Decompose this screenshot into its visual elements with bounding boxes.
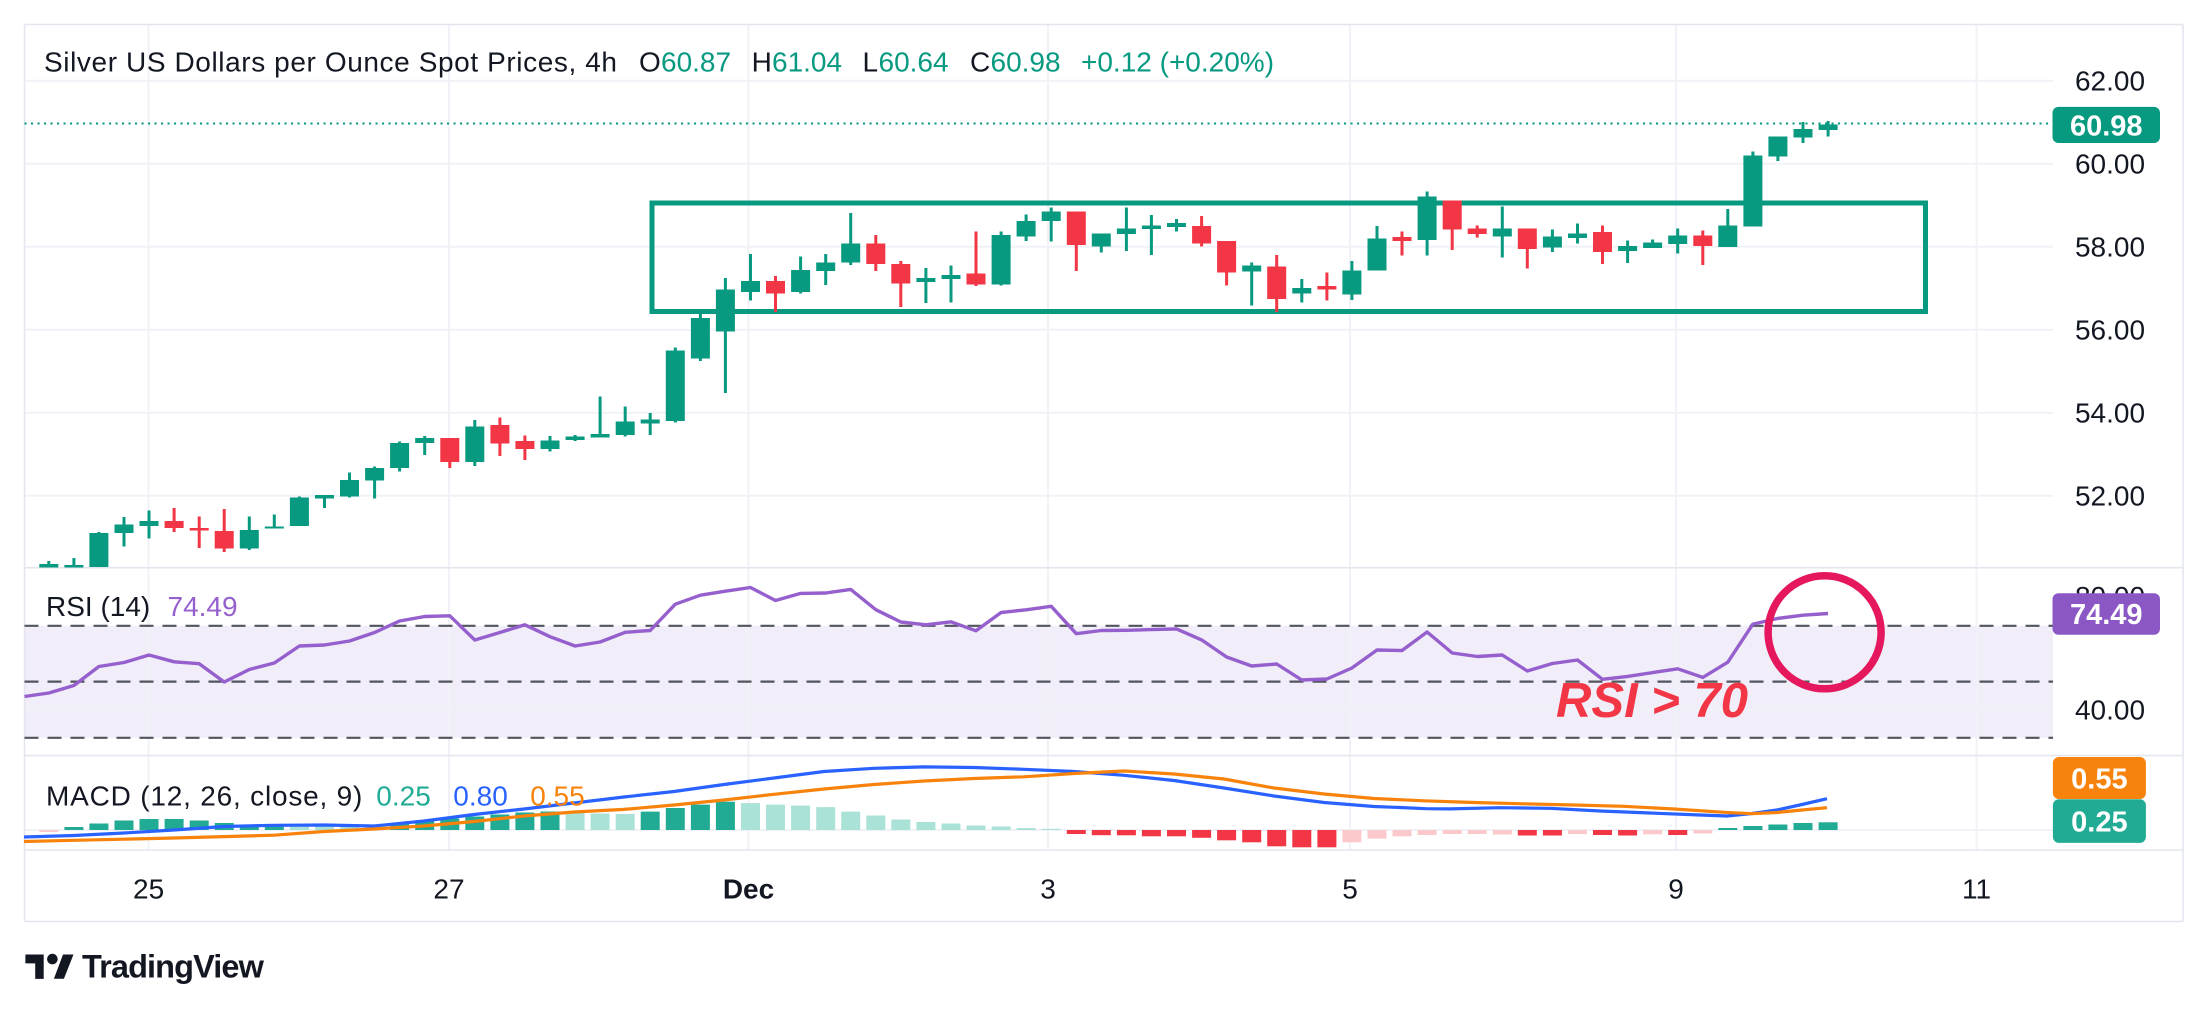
- svg-text:5: 5: [1342, 873, 1358, 904]
- svg-text:11: 11: [1962, 873, 1991, 904]
- svg-text:62.00: 62.00: [2075, 66, 2145, 97]
- svg-text:74.49: 74.49: [2070, 599, 2143, 631]
- svg-text:RSI (14): RSI (14): [46, 591, 150, 622]
- svg-text:61.04: 61.04: [772, 47, 842, 78]
- svg-text:58.00: 58.00: [2075, 232, 2145, 263]
- svg-text:25: 25: [133, 873, 164, 904]
- svg-text:Silver US Dollars per Ounce Sp: Silver US Dollars per Ounce Spot Prices,…: [44, 47, 618, 78]
- svg-text:O: O: [639, 47, 661, 78]
- svg-text:54.00: 54.00: [2075, 398, 2145, 429]
- svg-text:0.25: 0.25: [376, 781, 431, 812]
- svg-text:60.98: 60.98: [991, 47, 1061, 78]
- svg-text:+0.12 (+0.20%): +0.12 (+0.20%): [1081, 47, 1274, 78]
- svg-text:27: 27: [433, 873, 464, 904]
- svg-text:0.80: 0.80: [453, 781, 508, 812]
- svg-text:MACD (12, 26, close, 9): MACD (12, 26, close, 9): [46, 781, 363, 812]
- svg-text:56.00: 56.00: [2075, 315, 2145, 346]
- svg-text:52.00: 52.00: [2075, 481, 2145, 512]
- svg-text:Dec: Dec: [723, 873, 774, 904]
- svg-text:0.25: 0.25: [2071, 806, 2127, 838]
- svg-text:9: 9: [1668, 873, 1684, 904]
- svg-text:H: H: [752, 47, 772, 78]
- svg-text:60.00: 60.00: [2075, 149, 2145, 180]
- svg-text:3: 3: [1040, 873, 1056, 904]
- svg-text:L: L: [863, 47, 879, 78]
- svg-text:0.55: 0.55: [530, 781, 585, 812]
- svg-text:60.64: 60.64: [879, 47, 949, 78]
- svg-text:TradingView: TradingView: [82, 949, 265, 985]
- svg-text:0.55: 0.55: [2071, 763, 2127, 795]
- svg-text:74.49: 74.49: [168, 591, 238, 622]
- svg-text:RSI > 70: RSI > 70: [1556, 674, 1748, 728]
- svg-text:40.00: 40.00: [2075, 694, 2145, 725]
- svg-text:C: C: [970, 47, 990, 78]
- svg-text:60.87: 60.87: [661, 47, 731, 78]
- svg-text:60.98: 60.98: [2070, 110, 2143, 142]
